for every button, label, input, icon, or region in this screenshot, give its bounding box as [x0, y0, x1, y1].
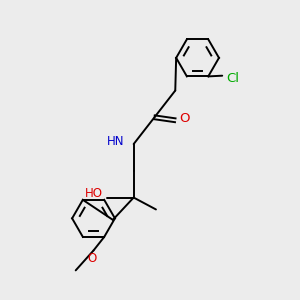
Text: Cl: Cl	[226, 72, 239, 85]
Text: HO: HO	[85, 188, 103, 200]
Text: O: O	[87, 252, 97, 265]
Text: HN: HN	[106, 135, 124, 148]
Text: O: O	[180, 112, 190, 125]
